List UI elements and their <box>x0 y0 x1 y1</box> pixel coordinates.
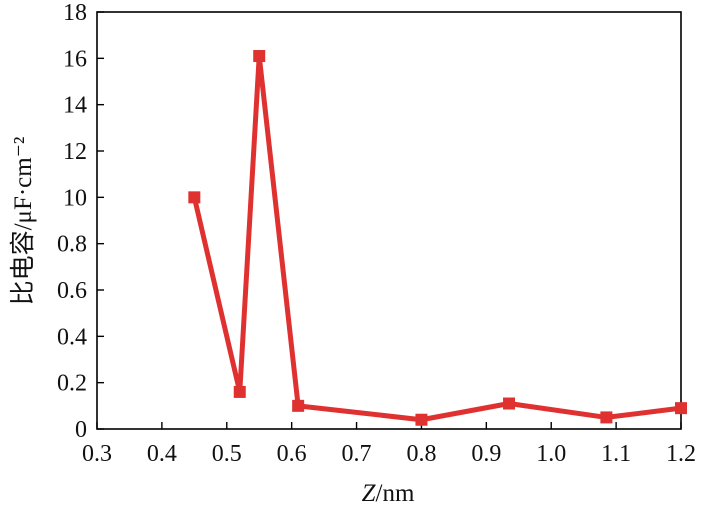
x-axis-title-italic: Z <box>362 480 377 507</box>
y-axis-title: 比电容/μF·cm⁻² <box>9 137 37 306</box>
data-point-marker <box>600 411 613 424</box>
data-point-marker <box>503 397 516 410</box>
y-tick-label: 0 <box>75 417 87 443</box>
x-tick-label: 0.4 <box>147 441 177 467</box>
y-tick-label: 12 <box>63 139 87 165</box>
axes-frame <box>96 11 682 430</box>
data-point-marker <box>253 50 266 63</box>
plot-area-border <box>96 11 682 430</box>
y-tick-label: 10 <box>63 185 87 211</box>
x-tick-label: 1.1 <box>601 441 631 467</box>
x-axis-ticks: 0.3 0.4 0.5 0.6 0.7 0.8 0.9 1.0 1.1 1.2 <box>82 422 696 467</box>
x-tick-label: 0.6 <box>277 441 307 467</box>
x-tick-label: 0.9 <box>471 441 501 467</box>
x-tick-label: 1.0 <box>536 441 566 467</box>
x-tick-label: 0.5 <box>212 441 242 467</box>
y-tick-label: 0.2 <box>57 371 87 397</box>
y-tick-label: 0.4 <box>57 324 87 350</box>
data-point-marker <box>233 385 246 398</box>
x-tick-label: 0.8 <box>406 441 436 467</box>
x-tick-label: 0.3 <box>82 441 112 467</box>
x-axis-title: Z/nm <box>362 480 415 507</box>
y-axis-ticks: 0 0.2 0.4 0.6 0.8 10 12 14 16 18 <box>57 0 104 443</box>
data-point-marker <box>188 191 201 204</box>
data-point-marker <box>415 413 428 426</box>
series-line <box>191 53 684 423</box>
x-tick-label: 0.7 <box>342 441 372 467</box>
x-axis-title-unit: /nm <box>376 480 415 507</box>
data-point-marker <box>675 402 687 415</box>
y-tick-label: 0.8 <box>57 232 87 258</box>
y-tick-label: 16 <box>63 46 87 72</box>
y-tick-label: 14 <box>63 93 87 119</box>
series-layer <box>188 50 687 426</box>
data-point-marker <box>292 399 305 412</box>
x-tick-label: 1.2 <box>666 441 696 467</box>
y-tick-label: 18 <box>63 0 87 26</box>
y-tick-label: 0.6 <box>57 278 87 304</box>
